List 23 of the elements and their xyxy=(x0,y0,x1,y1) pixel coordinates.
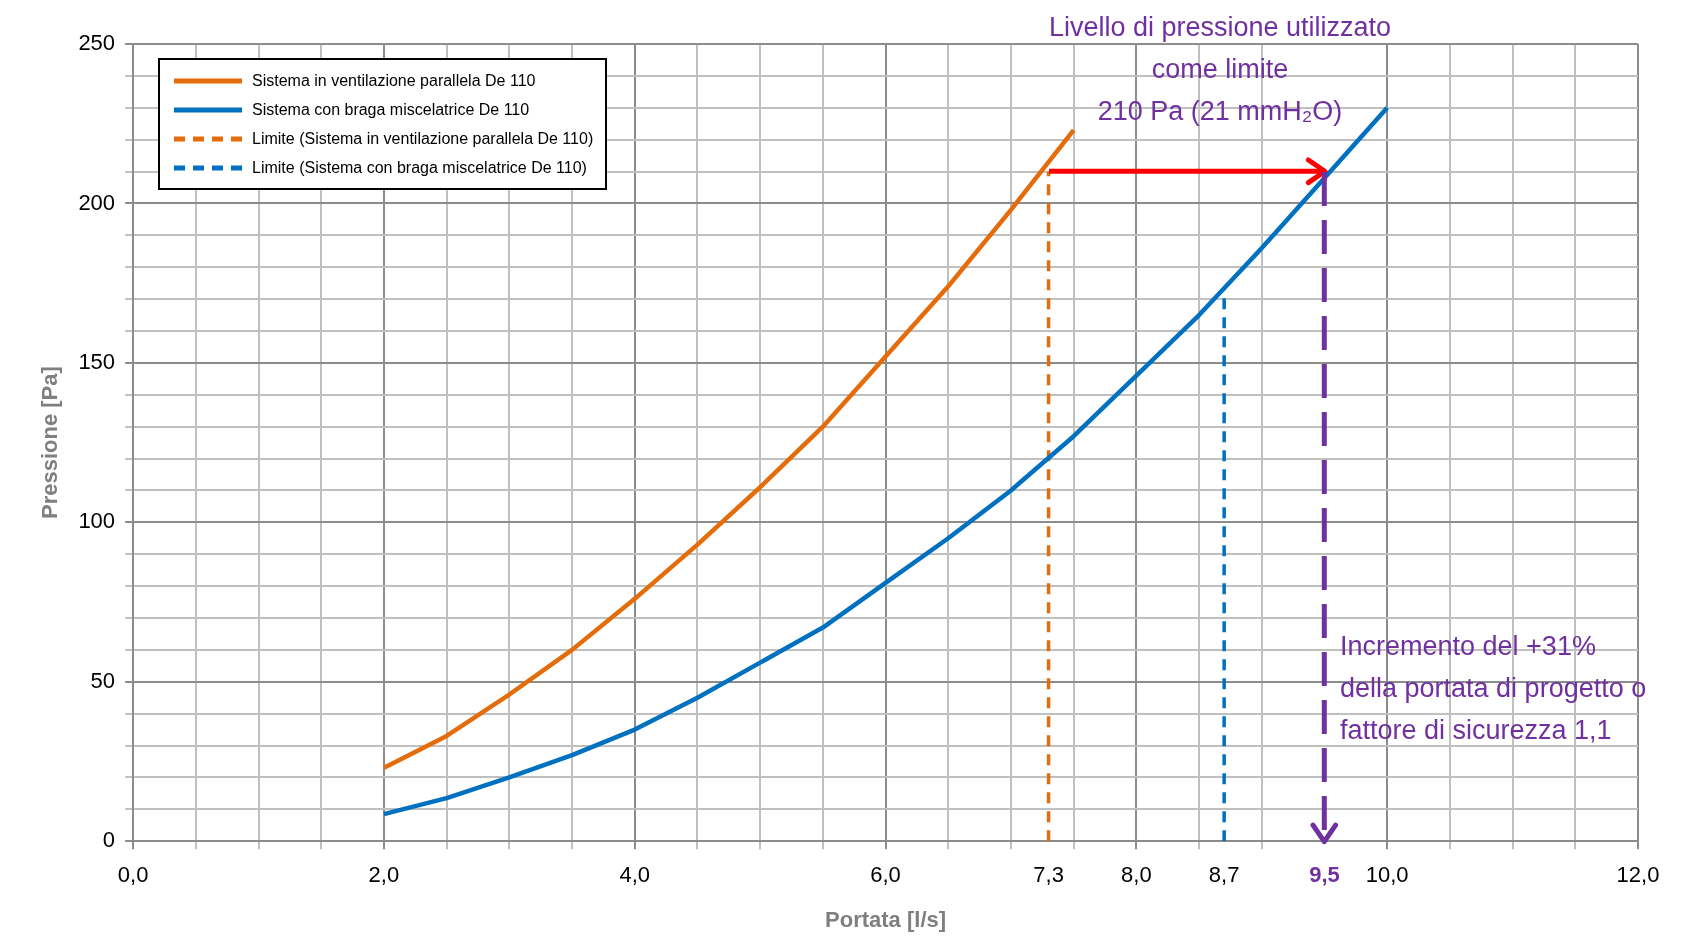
x-tick-label: 4,0 xyxy=(619,862,651,888)
y-tick-label: 100 xyxy=(78,508,116,534)
x-tick-label: 9,5 xyxy=(1309,862,1340,888)
y-axis-title: Pressione [Pa] xyxy=(37,366,63,520)
y-tick-label: 0 xyxy=(102,827,116,853)
x-tick-label: 2,0 xyxy=(368,862,400,888)
x-tick-label: 10,0 xyxy=(1365,862,1409,888)
x-tick-label: 6,0 xyxy=(870,862,901,888)
y-tick-label: 50 xyxy=(90,667,116,693)
legend-label: Sistema con braga miscelatrice De 110 xyxy=(252,100,530,120)
x-tick-label: 12,0 xyxy=(1616,862,1660,888)
legend-label: Limite (Sistema in ventilazione parallela De 110) xyxy=(252,129,594,149)
legend-label: Limite (Sistema con braga miscelatrice De 110) xyxy=(252,158,587,178)
legend-label: Sistema in ventilazione parallela De 110 xyxy=(252,71,536,91)
y-tick-label: 250 xyxy=(78,30,116,56)
x-tick-label: 0,0 xyxy=(117,862,149,888)
annotation: Livello di pressione utilizzato come limite 210 Pa (21 mmH₂O) xyxy=(1047,11,1393,128)
y-tick-label: 200 xyxy=(78,189,116,215)
x-axis-title: Portata [l/s] xyxy=(825,906,947,932)
x-tick-label: 7,3 xyxy=(1033,862,1064,888)
y-tick-label: 150 xyxy=(78,348,116,374)
x-tick-label: 8,7 xyxy=(1208,862,1240,888)
x-tick-label: 8,0 xyxy=(1121,862,1152,888)
